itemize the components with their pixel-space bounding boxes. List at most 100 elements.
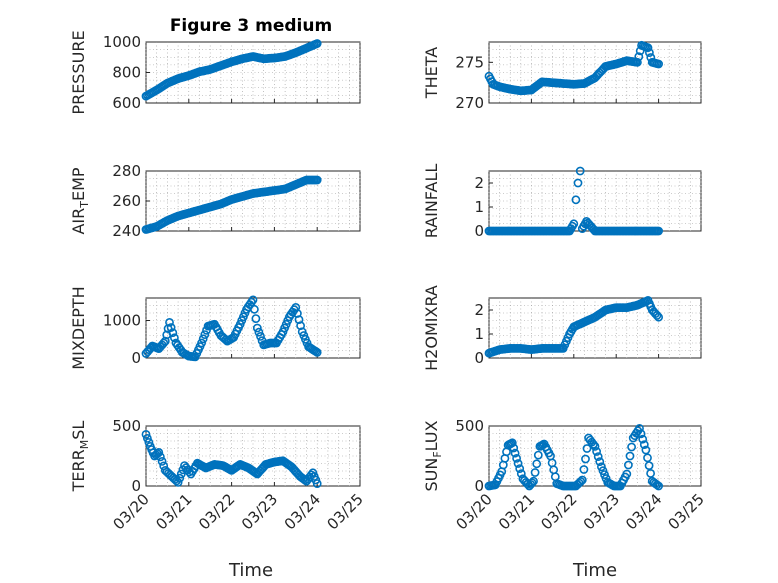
data-point	[645, 48, 654, 57]
data-point	[175, 473, 185, 483]
data-point	[569, 219, 579, 229]
y-axis-label-rainfall: RAINFALL	[422, 164, 441, 239]
data-point	[173, 477, 183, 487]
data-point	[582, 444, 592, 453]
data-point	[652, 480, 662, 490]
data-point	[577, 475, 587, 485]
data-point	[254, 327, 264, 337]
data-point	[576, 477, 586, 486]
y-axis-label-air-temp: AIRTEMP	[69, 167, 91, 234]
y-tick-label: 280	[112, 162, 141, 180]
data-point	[529, 476, 538, 486]
subplot-h2omixra: 0 1 2 H2OMIXRA	[422, 285, 702, 371]
data-point	[200, 330, 210, 339]
x-axis-label-left: Time	[228, 560, 273, 581]
y-tick-label: 0	[131, 349, 141, 367]
data-point	[593, 452, 603, 461]
subplot-terr-msl: 0 500 03/20 03/21 03/22 03/23 03/24 03/25 TERRMS…	[69, 417, 367, 533]
data-point	[513, 459, 523, 468]
data-point	[654, 59, 663, 69]
data-point	[581, 454, 590, 464]
y-tick-label: 0	[474, 222, 484, 240]
y-axis-label-terr-msl: TERRMSL	[69, 421, 91, 493]
data-point	[652, 310, 662, 320]
x-tick-label: 03/25	[665, 490, 708, 533]
data-point	[312, 347, 322, 357]
data-point	[155, 452, 165, 462]
data-point	[634, 52, 644, 61]
y-tick-label: 800	[112, 64, 141, 82]
data-point	[625, 451, 635, 461]
y-axis-label-sun-flux: SUNFLUX	[422, 420, 444, 491]
data-point	[157, 456, 167, 466]
data-point	[590, 441, 600, 451]
x-tick-label: 03/23	[580, 490, 623, 533]
data-point	[516, 469, 526, 479]
y-axis-label-h2omixra: H2OMIXRA	[422, 285, 441, 371]
y-tick-label: 1000	[103, 312, 141, 330]
x-tick-label: 03/24	[281, 490, 324, 533]
data-point	[251, 314, 261, 323]
data-point	[154, 447, 164, 457]
data-point	[165, 317, 174, 327]
subplot-air-temp: 240 260 280 AIRTEMP	[69, 162, 361, 240]
subplot-theta: 270 275 THETA	[422, 40, 702, 112]
data-point	[176, 469, 186, 479]
data-point	[256, 331, 265, 341]
data-point	[633, 57, 642, 67]
data-point	[595, 457, 605, 467]
data-point	[627, 442, 636, 452]
data-point	[643, 43, 653, 53]
data-point	[509, 443, 519, 453]
data-point	[635, 423, 644, 433]
data-point	[168, 328, 178, 338]
data-point	[643, 453, 652, 463]
data-point	[312, 39, 322, 48]
data-point	[579, 465, 589, 474]
data-point	[654, 481, 663, 491]
data-point	[654, 226, 663, 236]
data-point	[249, 304, 259, 314]
data-point	[312, 175, 322, 185]
data-point	[507, 438, 517, 448]
y-tick-label: 0	[474, 349, 484, 367]
x-tick-label: 03/21	[152, 490, 195, 533]
y-tick-label: 2	[474, 174, 484, 192]
data-point	[312, 479, 322, 488]
data-point	[636, 429, 646, 439]
data-point	[622, 469, 632, 479]
data-point	[639, 440, 649, 449]
y-tick-label: 2	[474, 301, 484, 319]
y-tick-label: 500	[455, 417, 484, 435]
y-axis-label-mixdepth: MIXDEPTH	[69, 286, 88, 369]
subplot-sun-flux: 0 500 03/20 03/21 03/22 03/23 03/24 03/25 SUNFLU…	[422, 417, 708, 533]
y-tick-label: 600	[112, 94, 141, 112]
x-axis-label-right: Time	[572, 560, 617, 581]
y-tick-label: 1000	[103, 33, 141, 51]
x-tick-label: 03/22	[195, 490, 238, 533]
data-point	[646, 468, 655, 478]
subplot-mixdepth: 0 1000 MIXDEPTH	[69, 286, 361, 370]
data-point	[573, 178, 583, 188]
y-tick-label: 270	[455, 94, 484, 112]
figure-title: Figure 3 medium	[170, 16, 332, 36]
data-point	[592, 447, 601, 456]
data-point	[530, 468, 540, 477]
y-axis-label-theta: THETA	[422, 47, 441, 99]
data-point	[198, 334, 208, 344]
data-point	[144, 437, 154, 447]
data-point	[533, 450, 543, 460]
data-point	[624, 460, 633, 470]
subplot-pressure: 600 800 1000 PRESSURE	[69, 30, 361, 115]
y-tick-label: 0	[474, 477, 484, 495]
x-tick-label: 03/23	[238, 490, 281, 533]
data-point	[654, 312, 663, 322]
data-point	[575, 166, 585, 176]
x-tick-label: 03/24	[622, 490, 665, 533]
y-tick-label: 0	[131, 477, 141, 495]
subplot-rainfall: 0 1 2 RAINFALL	[422, 164, 702, 240]
x-tick-label: 03/21	[495, 490, 538, 533]
data-point	[197, 338, 206, 348]
